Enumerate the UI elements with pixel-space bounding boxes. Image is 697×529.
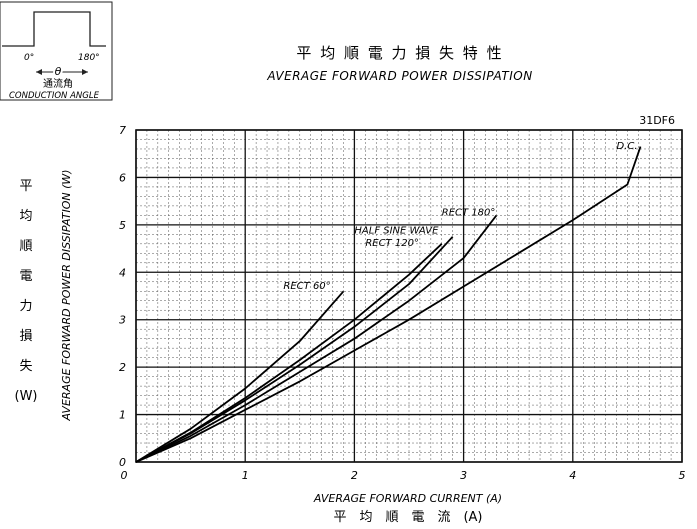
inset-label-jp: 通流角: [43, 77, 73, 90]
series-line-rect-60-: [135, 290, 345, 463]
series-line-d-c-: [135, 146, 642, 463]
minor-grid: [136, 130, 682, 462]
series-label: RECT 180°: [442, 207, 496, 218]
y-tick-label: 7: [119, 124, 126, 137]
x-tick-label: 4: [569, 469, 576, 482]
series-line-half-sine-wave: [135, 236, 454, 463]
series-lines: [135, 146, 642, 463]
series-line-rect-180-: [135, 214, 498, 463]
series-label: D.C.: [616, 141, 637, 152]
y-axis-label-jp-char: 電: [19, 269, 32, 284]
y-tick-label: 5: [119, 219, 126, 232]
x-axis-label: AVERAGE FORWARD CURRENT (A): [313, 492, 502, 505]
y-axis-label-jp-char: 均: [19, 209, 32, 224]
series-label: RECT 120°: [365, 238, 419, 249]
major-grid: [135, 129, 683, 463]
y-axis-label-jp-char: 損: [19, 329, 32, 344]
y-tick-label: 4: [119, 266, 126, 279]
y-axis-label-jp-char: 順: [19, 239, 32, 254]
y-tick-label: 0: [119, 456, 126, 469]
waveform-icon: [2, 11, 106, 47]
inset-theta-halo: θ: [55, 65, 62, 78]
chart-title-jp: 平 均 順 電 力 損 失 特 性: [296, 44, 503, 62]
series-label: RECT 60°: [283, 281, 330, 292]
inset-theta: θ: [55, 65, 62, 78]
conduction-angle-inset: 0° 180° θ θ 通流角 CONDUCTION ANGLE: [0, 1, 113, 101]
inset-angle-start: 0°: [24, 53, 34, 63]
y-tick-label: 6: [119, 171, 126, 184]
series-label: HALF SINE WAVE: [354, 225, 439, 236]
y-tick-label: 3: [119, 314, 126, 327]
series-labels: D.C. RECT 180°HALF SINE WAVE RECT 120° RECT…: [283, 141, 637, 292]
x-axis-label-jp: 平 均 順 電 流 (A): [333, 510, 482, 525]
x-tick-label: 1: [242, 469, 249, 482]
y-axis-label-jp-char: 失: [19, 359, 32, 374]
x-tick-label: 5: [679, 469, 686, 482]
inset-angle-end: 180°: [78, 53, 100, 63]
y-axis-label-jp-char: 平: [19, 179, 32, 194]
tick-labels: 0 1 2 3 4 5 0 1 2 3 4 5 6 7: [119, 124, 686, 482]
series-line-rect-120-: [135, 243, 443, 463]
y-axis-label-jp-unit: (W): [15, 389, 38, 404]
arrow-left-icon: [36, 69, 42, 75]
x-tick-label: 0: [121, 469, 128, 482]
x-tick-label: 3: [460, 469, 467, 482]
y-tick-label: 1: [119, 409, 126, 422]
y-axis-label-jp-char: 力: [19, 299, 32, 314]
inset-label-en: CONDUCTION ANGLE: [9, 91, 100, 101]
y-tick-label: 2: [119, 361, 126, 374]
x-tick-label: 2: [351, 469, 358, 482]
chart-title-en: AVERAGE FORWARD POWER DISSIPATION: [266, 69, 532, 83]
arrow-right-icon: [82, 69, 88, 75]
inset-frame: [0, 1, 113, 101]
plot-frame: [135, 129, 683, 463]
y-axis-label: AVERAGE FORWARD POWER DISSIPATION (W): [60, 169, 73, 421]
part-number: 31DF6: [639, 114, 675, 127]
